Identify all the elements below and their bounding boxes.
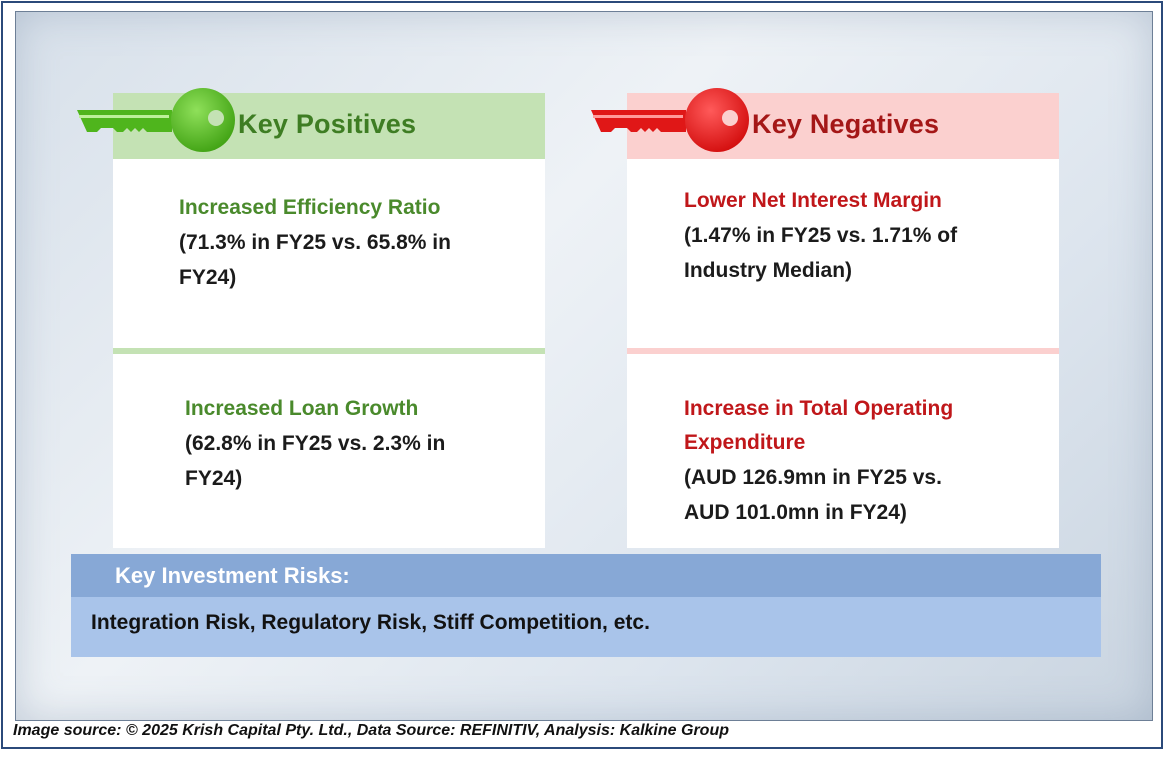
positive-item-2: Increased Loan Growth (62.8% in FY25 vs.… (113, 354, 545, 548)
key-positives-header: Key Positives (77, 88, 545, 159)
negative-item-2: Increase in Total Operating Expenditure … (627, 354, 1059, 548)
negative-item-title: Expenditure (684, 431, 806, 454)
investment-risks-text: Integration Risk, Regulatory Risk, Stiff… (71, 597, 1101, 657)
positives-divider (113, 348, 545, 354)
positive-item-detail: (62.8% in FY25 vs. 2.3% in (185, 432, 446, 455)
key-negatives-header: Key Negatives (591, 88, 1059, 159)
negatives-divider (627, 348, 1059, 354)
positive-item-detail: (71.3% in FY25 vs. 65.8% in (179, 231, 451, 254)
positive-item-title: Increased Loan Growth (185, 397, 419, 420)
negative-item-title: Increase in Total Operating (684, 397, 954, 420)
key-positives-title: Key Positives (238, 109, 417, 139)
investment-risks-section: Key Investment Risks: Integration Risk, … (71, 554, 1101, 657)
positive-item-detail: FY24) (185, 467, 243, 490)
negative-item-detail: (AUD 126.9mn in FY25 vs. (684, 466, 942, 489)
negative-item-detail: AUD 101.0mn in FY24) (684, 501, 907, 524)
positive-item-detail: FY24) (179, 266, 237, 289)
negative-item-1: Lower Net Interest Margin (1.47% in FY25… (627, 159, 1059, 348)
negative-item-title: Lower Net Interest Margin (684, 189, 942, 212)
investment-risks-heading: Key Investment Risks: (71, 554, 1101, 597)
key-negatives-title: Key Negatives (752, 109, 940, 139)
positive-item-1: Increased Efficiency Ratio (71.3% in FY2… (113, 159, 545, 348)
negative-item-detail: (1.47% in FY25 vs. 1.71% of (684, 224, 958, 247)
key-negatives-column: Key Negatives Lower Net Interest Margin … (591, 88, 1059, 548)
key-positives-column: Key Positives Increased Efficiency Ratio… (77, 88, 545, 548)
negative-item-detail: Industry Median) (684, 259, 853, 282)
green-key-icon (77, 88, 235, 152)
red-key-icon (591, 88, 749, 152)
image-source-caption: Image source: © 2025 Krish Capital Pty. … (13, 722, 729, 739)
positive-item-title: Increased Efficiency Ratio (179, 196, 441, 219)
